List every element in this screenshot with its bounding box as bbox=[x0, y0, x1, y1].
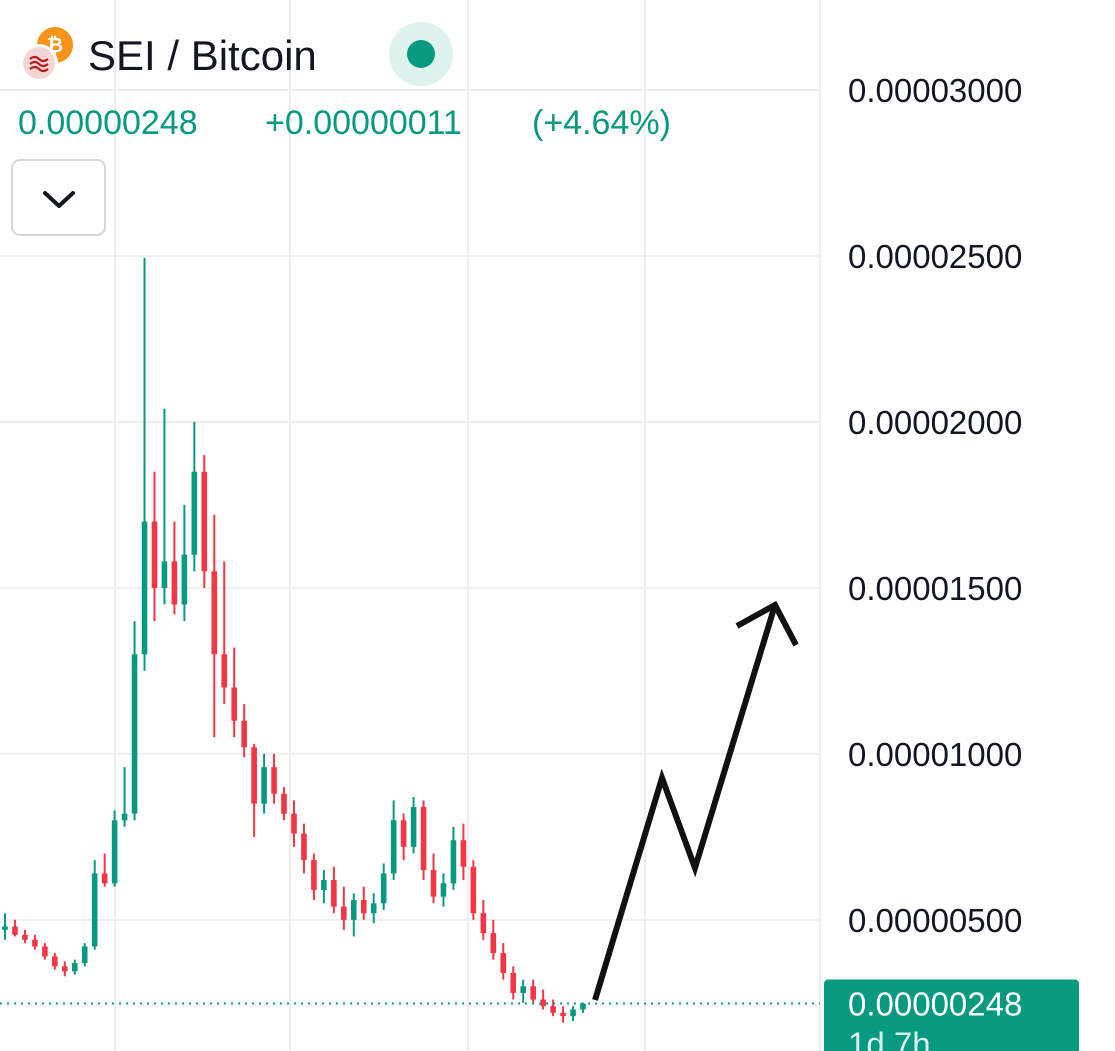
candle-body bbox=[341, 906, 347, 920]
candle-body bbox=[32, 939, 38, 947]
candle-body bbox=[261, 767, 267, 804]
candle-body bbox=[490, 933, 497, 954]
candle-body bbox=[360, 899, 367, 914]
y-tick-label: 0.00000500 bbox=[848, 902, 1022, 939]
candle-body bbox=[301, 833, 307, 861]
candle-body bbox=[470, 866, 477, 914]
candle-body bbox=[81, 946, 88, 964]
bar-countdown: 1d 7h bbox=[848, 1026, 931, 1051]
candle-body bbox=[580, 1003, 586, 1010]
price-grid bbox=[0, 88, 820, 921]
time-grid bbox=[114, 0, 821, 1051]
price-change: +0.00000011 bbox=[265, 104, 462, 142]
candle-body bbox=[12, 926, 18, 935]
current-price: 0.00000248 bbox=[18, 104, 198, 142]
candle-body bbox=[151, 521, 158, 588]
candle-body bbox=[560, 1012, 566, 1017]
y-tick-label: 0.00001000 bbox=[848, 736, 1022, 773]
candle-body bbox=[281, 793, 287, 814]
y-tick-label: 0.00001500 bbox=[848, 570, 1022, 607]
candle-body bbox=[520, 986, 527, 993]
candle-body bbox=[52, 956, 58, 967]
candle-body bbox=[410, 807, 417, 847]
market-status-dot bbox=[407, 40, 435, 68]
candle-body bbox=[141, 521, 148, 655]
candle-body bbox=[121, 813, 128, 821]
candle-body bbox=[321, 880, 327, 890]
candle-body bbox=[42, 946, 48, 957]
candle-body bbox=[450, 840, 457, 884]
candle-body bbox=[251, 747, 257, 804]
chevron-icon bbox=[43, 191, 75, 208]
symbol-title: SEI / Bitcoin bbox=[88, 32, 317, 79]
y-tick-label: 0.00003000 bbox=[848, 72, 1022, 109]
candle-body bbox=[420, 807, 427, 871]
y-tick-label: 0.00002000 bbox=[848, 404, 1022, 441]
candle-body bbox=[550, 1006, 556, 1013]
candle-body bbox=[201, 471, 208, 572]
price-axis: 0.00000500 0.00001000 0.00001500 0.00002000… bbox=[824, 72, 1079, 1051]
candle-body bbox=[22, 934, 28, 940]
price-change-percent: (+4.64%) bbox=[532, 104, 671, 142]
candle-body bbox=[101, 873, 108, 884]
candle-body bbox=[111, 820, 118, 884]
last-price-label: 0.00000248 bbox=[848, 986, 1022, 1023]
drawn-arrow bbox=[592, 604, 778, 1001]
candle-body bbox=[370, 903, 377, 914]
candle-body bbox=[460, 840, 467, 867]
candle-body bbox=[510, 972, 517, 993]
candle-body bbox=[480, 913, 487, 934]
sei-icon-glyph bbox=[29, 55, 49, 73]
candle-body bbox=[570, 1009, 576, 1017]
candle-body bbox=[61, 966, 68, 972]
candle-body bbox=[171, 561, 178, 605]
candle-body bbox=[131, 654, 138, 814]
candle-body bbox=[241, 720, 247, 748]
candles bbox=[2, 257, 586, 1023]
candle-body bbox=[430, 870, 437, 897]
candle-body bbox=[400, 820, 407, 847]
candle-body bbox=[221, 654, 228, 688]
price-line: 0.00000248 +0.00000011 (+4.64%) bbox=[18, 104, 671, 142]
candle-body bbox=[311, 860, 317, 890]
candle-body bbox=[291, 813, 297, 834]
collapse-button[interactable] bbox=[11, 159, 106, 236]
candle-body bbox=[211, 571, 218, 655]
candle-body bbox=[181, 554, 188, 605]
candle-body bbox=[2, 926, 8, 930]
drawn-arrow-head bbox=[735, 600, 799, 647]
candle-body bbox=[91, 873, 98, 947]
candle-body bbox=[271, 767, 277, 794]
candle-body bbox=[231, 687, 238, 721]
candle-body bbox=[350, 899, 357, 920]
candle-body bbox=[390, 820, 397, 874]
y-tick-label: 0.00002500 bbox=[848, 238, 1022, 275]
candle-body bbox=[331, 880, 337, 907]
candle-body bbox=[71, 963, 78, 972]
last-price-badge bbox=[824, 979, 1079, 1051]
candle-body bbox=[530, 986, 536, 1000]
candle-body bbox=[161, 561, 168, 588]
candle-body bbox=[500, 953, 507, 973]
candle-body bbox=[191, 471, 198, 555]
candle-body bbox=[380, 873, 387, 904]
candle-body bbox=[540, 999, 546, 1007]
candle-body bbox=[440, 883, 447, 897]
